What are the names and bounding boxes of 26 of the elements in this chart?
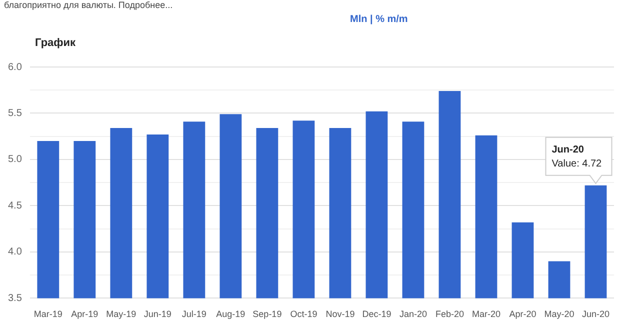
x-tick-label: Jun-20 — [582, 309, 610, 320]
x-tick-label: Nov-19 — [326, 309, 355, 320]
x-tick-label: Dec-19 — [362, 309, 392, 320]
y-tick-label: 4.5 — [8, 200, 22, 212]
x-tick-label: Aug-19 — [216, 309, 246, 320]
x-tick-label: May-20 — [544, 309, 574, 320]
x-tick-label: Apr-20 — [509, 309, 536, 320]
x-tick-label: Mar-19 — [34, 309, 62, 320]
text: Mln | % m/m — [350, 14, 408, 25]
x-tick-label: Mar-20 — [472, 309, 500, 320]
y-tick-label: 4.0 — [8, 246, 22, 258]
x-tick-label: May-19 — [106, 309, 136, 320]
x-tick-label: Feb-20 — [435, 309, 464, 320]
x-tick-label: Sep-19 — [252, 309, 282, 320]
chart-title: График — [35, 37, 76, 49]
x-tick-label: Jan-20 — [399, 309, 427, 320]
x-tick-label: Apr-19 — [71, 309, 98, 320]
x-tick-label: Jul-19 — [182, 309, 206, 320]
text: благоприятно для валюты. Подробнее... — [4, 0, 173, 10]
annotation: Jun-20 Value: 4.72 — [552, 144, 602, 170]
y-tick-label: 3.5 — [8, 292, 22, 304]
x-tick-label: Oct-19 — [290, 309, 318, 320]
y-tick-label: 5.5 — [8, 108, 22, 119]
x-tick-label: Jun-19 — [144, 309, 172, 320]
y-tick-label: 6.0 — [8, 62, 22, 73]
y-tick-label: 5.0 — [8, 154, 22, 166]
